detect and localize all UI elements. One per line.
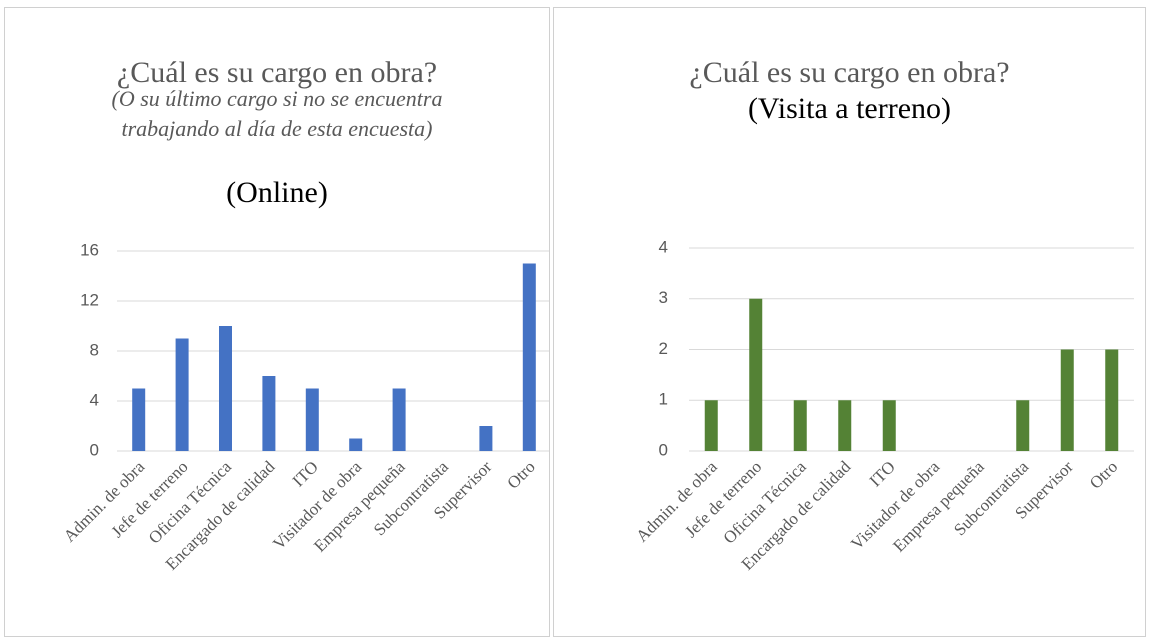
y-tick-label: 4 <box>90 390 99 409</box>
bar <box>1016 400 1030 451</box>
bar <box>262 376 276 451</box>
chart-title: ¿Cuál es su cargo en obra? <box>689 56 1010 89</box>
y-tick-label: 0 <box>659 440 668 459</box>
bar <box>704 400 718 451</box>
x-tick-label: Otro <box>503 457 538 492</box>
y-tick-label: 12 <box>80 290 99 309</box>
bar <box>175 338 189 451</box>
bar <box>1105 349 1119 451</box>
chart-tag: (Visita a terreno) <box>747 92 952 125</box>
chart-title: ¿Cuál es su cargo en obra? <box>116 56 438 89</box>
bar <box>1060 349 1074 451</box>
bar <box>749 298 763 451</box>
bar <box>522 263 536 451</box>
bar <box>882 400 896 451</box>
y-tick-label: 2 <box>659 339 668 358</box>
y-tick-label: 8 <box>90 340 99 359</box>
bar <box>793 400 807 451</box>
chart-panel: 0 4 8 12 16 Admin. de obra Jefe de terreno Ofic… <box>4 7 550 637</box>
y-tick-label: 0 <box>90 440 99 459</box>
bar <box>392 388 406 451</box>
x-tick-label: ITO <box>289 457 322 490</box>
x-tick-label: Otro <box>1086 457 1121 492</box>
y-tick-label: 3 <box>659 288 668 307</box>
bar <box>219 326 232 451</box>
bar <box>349 438 363 451</box>
y-tick-label: 1 <box>659 390 668 409</box>
bar <box>305 388 319 451</box>
x-tick-label: ITO <box>866 457 899 490</box>
y-tick-label: 16 <box>80 240 99 259</box>
bar <box>479 426 493 451</box>
chart-subtitle: (O su último cargo si no se encuentra tr… <box>111 86 443 141</box>
bar <box>838 400 852 451</box>
y-tick-label: 4 <box>659 237 668 256</box>
bar <box>132 388 146 451</box>
chart-tag: (Online) <box>226 176 328 209</box>
chart-panel: 0 1 2 3 4 Admin. de obra Jefe de terreno Oficin… <box>553 7 1146 637</box>
